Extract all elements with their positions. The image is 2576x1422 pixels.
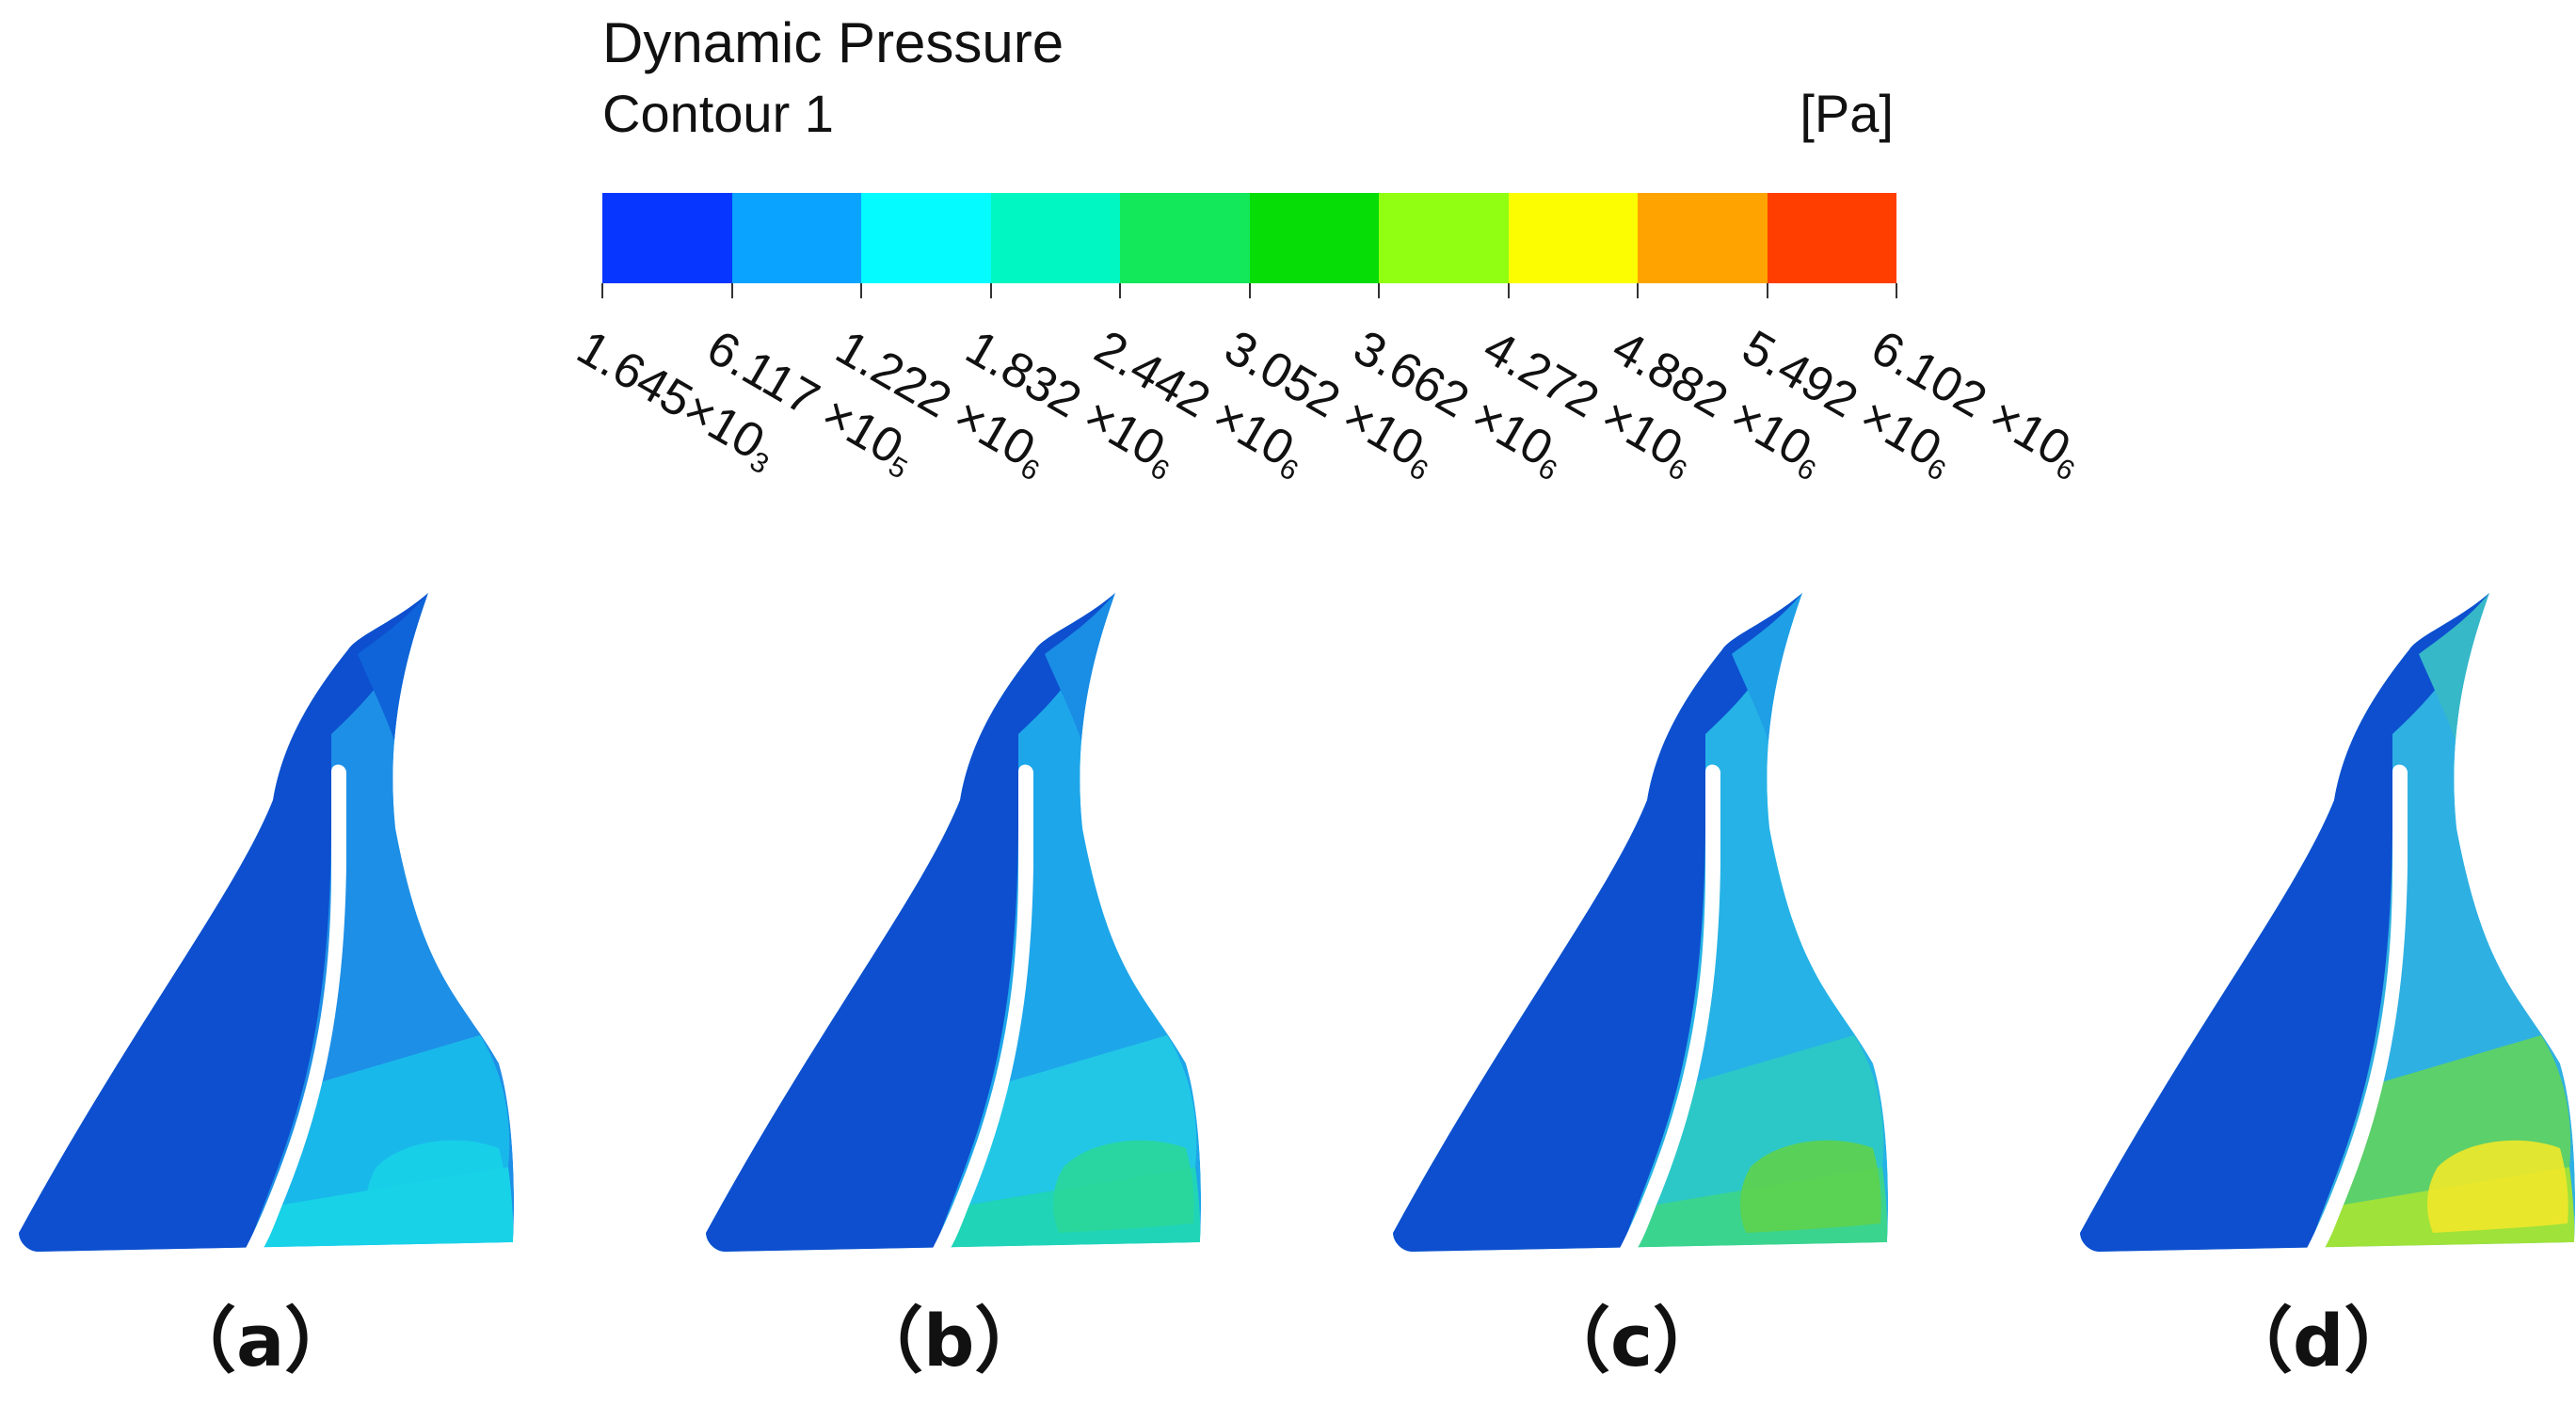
- color-swatch-4: [990, 193, 1120, 283]
- panel-label-c: （c）: [1539, 1299, 1725, 1382]
- blade-tip-region: [1732, 593, 1802, 743]
- legend-subtitle: Contour 1: [602, 84, 834, 143]
- tick-mark: [1249, 283, 1251, 298]
- blade-slot: [930, 764, 1033, 1254]
- tick-mark: [1637, 283, 1639, 298]
- tick-mark: [990, 283, 992, 298]
- suction-side-region: [1393, 593, 1802, 1252]
- tick-mark: [860, 283, 862, 298]
- color-swatch-7: [1379, 193, 1509, 283]
- color-swatch-9: [1638, 193, 1768, 283]
- tick-mark: [1119, 283, 1121, 298]
- suction-side-region: [706, 593, 1115, 1252]
- high-pressure-region: [1739, 1140, 1881, 1233]
- blade-slot: [2304, 764, 2408, 1254]
- tick-mark: [1378, 283, 1380, 298]
- suction-side-region: [19, 593, 428, 1252]
- tick-mark: [731, 283, 733, 298]
- blade-slot: [243, 764, 346, 1254]
- blade-slot: [1617, 764, 1720, 1254]
- color-swatch-8: [1508, 193, 1638, 283]
- color-swatch-10: [1767, 193, 1896, 283]
- color-bar-ticks: 1.645×103 6.117 ×105 1.222 ×106 1.832 ×106 2…: [568, 283, 2080, 594]
- tick-mark: [1508, 283, 1510, 298]
- blade-tip-region: [358, 593, 428, 743]
- contour-panel-a: [0, 583, 565, 1280]
- contour-panel-d: [2061, 583, 2576, 1280]
- blade-contour: [706, 593, 1202, 1254]
- tick-mark: [1767, 283, 1768, 298]
- color-swatch-1: [602, 193, 732, 283]
- color-bar: [602, 193, 1896, 283]
- contour-panel-b: [687, 583, 1252, 1280]
- tick-mark: [1896, 283, 1897, 298]
- blade-contour: [1393, 593, 1889, 1254]
- blade-contour: [2080, 593, 2576, 1254]
- high-pressure-region: [365, 1140, 507, 1233]
- tick-mantissa: 1.645: [568, 320, 702, 429]
- suction-side-region: [2080, 593, 2489, 1252]
- blade-contour: [19, 593, 515, 1254]
- high-pressure-region: [1052, 1140, 1194, 1233]
- high-pressure-region: [2426, 1140, 2568, 1233]
- contour-panels: [0, 583, 2576, 1308]
- panel-label-a: （a）: [165, 1299, 357, 1382]
- color-swatch-3: [861, 193, 991, 283]
- color-swatch-6: [1249, 193, 1379, 283]
- color-swatch-2: [731, 193, 861, 283]
- legend-title: Dynamic Pressure: [602, 11, 1064, 74]
- color-swatch-5: [1120, 193, 1250, 283]
- blade-tip-region: [1045, 593, 1115, 743]
- tick-mark: [601, 283, 603, 298]
- contour-panel-c: [1374, 583, 1939, 1280]
- panel-label-b: （b）: [852, 1299, 1047, 1382]
- legend-unit: [Pa]: [1800, 84, 1894, 143]
- blade-tip-region: [2419, 593, 2489, 743]
- panel-label-d: （d）: [2221, 1299, 2416, 1382]
